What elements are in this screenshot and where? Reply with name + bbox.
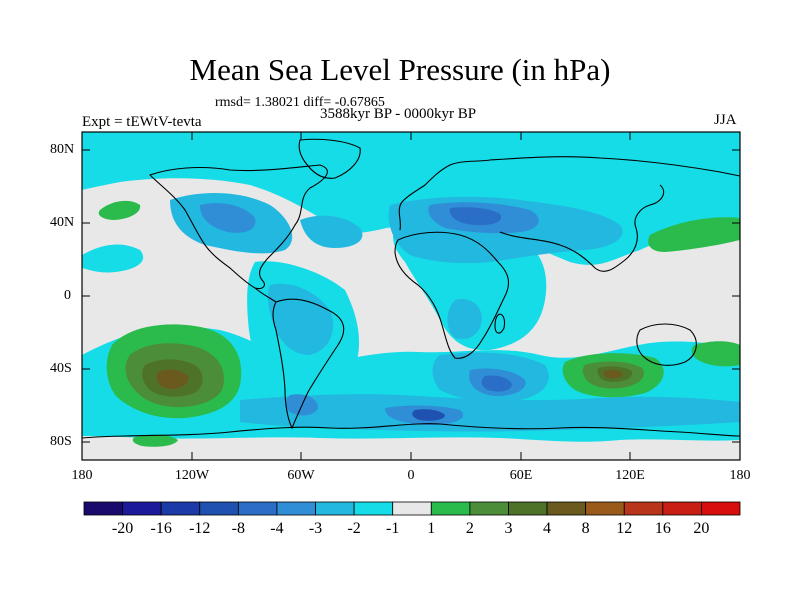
lat-label-40s: 40S [50,361,72,376]
central-america-coast [254,287,277,303]
weddell-deep-blue [412,409,445,421]
colorbar-tick-label: 4 [543,520,552,537]
colorbar-box [83,501,123,516]
colorbar-tick-label: 12 [616,520,633,537]
antarctic-green [132,434,178,447]
colorbar-tick-label: -20 [111,520,134,537]
colorbar-tick-label: -4 [270,520,284,537]
colorbar-box [701,501,741,516]
colorbar-box [353,501,394,516]
asia-coast [489,156,740,272]
colorbar-box [392,501,432,516]
colorbar-box [585,501,625,516]
colorbar-box [237,501,278,516]
madagascar-coast [494,313,506,334]
east-africa-blue [447,299,482,340]
africa-coast [394,231,510,359]
coastlines [82,138,740,439]
rmsd-diff-stats: rmsd= 1.38021 diff= -0.67865 [215,95,385,110]
antarctica-coast [82,423,740,439]
colorbar-box [160,501,201,516]
colorbar [83,501,741,516]
colorbar-box [662,501,702,516]
south-america-coast [272,298,345,430]
eurasia-dark-blue [449,207,502,226]
lon-label-180e: 180 [729,468,751,483]
colorbar-tick-label: -8 [231,520,246,537]
experiment-label: Expt = tEWtV-tevta [82,114,202,130]
lat-label-0: 0 [64,288,71,303]
axis-ticks [81,132,741,460]
lon-label-180w: 180 [71,468,93,483]
lon-label-60e: 60E [509,468,533,483]
colorbar-tick-label: 3 [504,520,513,537]
contour-field [82,132,740,460]
season-label: JJA [714,112,737,128]
south-america-blue [267,283,334,355]
colorbar-tick-label: 8 [581,520,590,537]
colorbar-tick-label: -2 [347,520,361,537]
lat-label-80n: 80N [50,142,75,157]
lon-label-0: 0 [407,468,415,483]
north-pacific-cyan [82,244,144,273]
lat-label-40n: 40N [50,215,75,230]
southern-blue-belt [240,394,740,432]
colorbar-box [276,501,316,516]
europe-coast [398,159,491,231]
colorbar-box [122,501,162,516]
south-pacific-east-green [691,341,740,367]
colorbar-tick-label: 16 [654,520,671,537]
colorbar-box [315,501,355,516]
lat-label-80s: 80S [50,434,72,449]
colorbar-tick-label: 20 [693,520,710,537]
colorbar-tick-label: -3 [308,520,323,537]
colorbar-box [623,501,664,516]
south-atlantic-dark-blue [481,375,512,392]
colorbar-box [546,501,587,516]
colorbar-box [508,501,548,516]
indian-ocean-brown [603,370,623,379]
colorbar-tick-label: -1 [386,520,400,537]
greenland-coast [298,138,361,179]
north-pacific-west-green [98,200,141,220]
lon-label-60w: 60W [287,468,315,483]
colorbar-box [469,501,509,516]
lon-label-120w: 120W [174,468,210,483]
north-pacific-east-green [648,217,740,252]
colorbar-box [430,501,471,516]
colorbar-tick-label: -12 [189,520,211,537]
south-pacific-brown [156,369,189,389]
map-title: Mean Sea Level Pressure (in hPa) [189,52,611,87]
time-period-label: 3588kyr BP - 0000kyr BP [320,106,477,122]
colorbar-box [199,501,239,516]
colorbar-tick-label: 1 [427,520,436,537]
north-america-coast [148,164,328,290]
lon-label-120e: 120E [615,468,645,483]
colorbar-tick-label: -16 [150,520,172,537]
colorbar-tick-label: 2 [465,520,474,537]
australia-coast [636,323,697,366]
north-america-mid-blue [200,203,256,233]
north-atlantic-blue [300,215,363,248]
